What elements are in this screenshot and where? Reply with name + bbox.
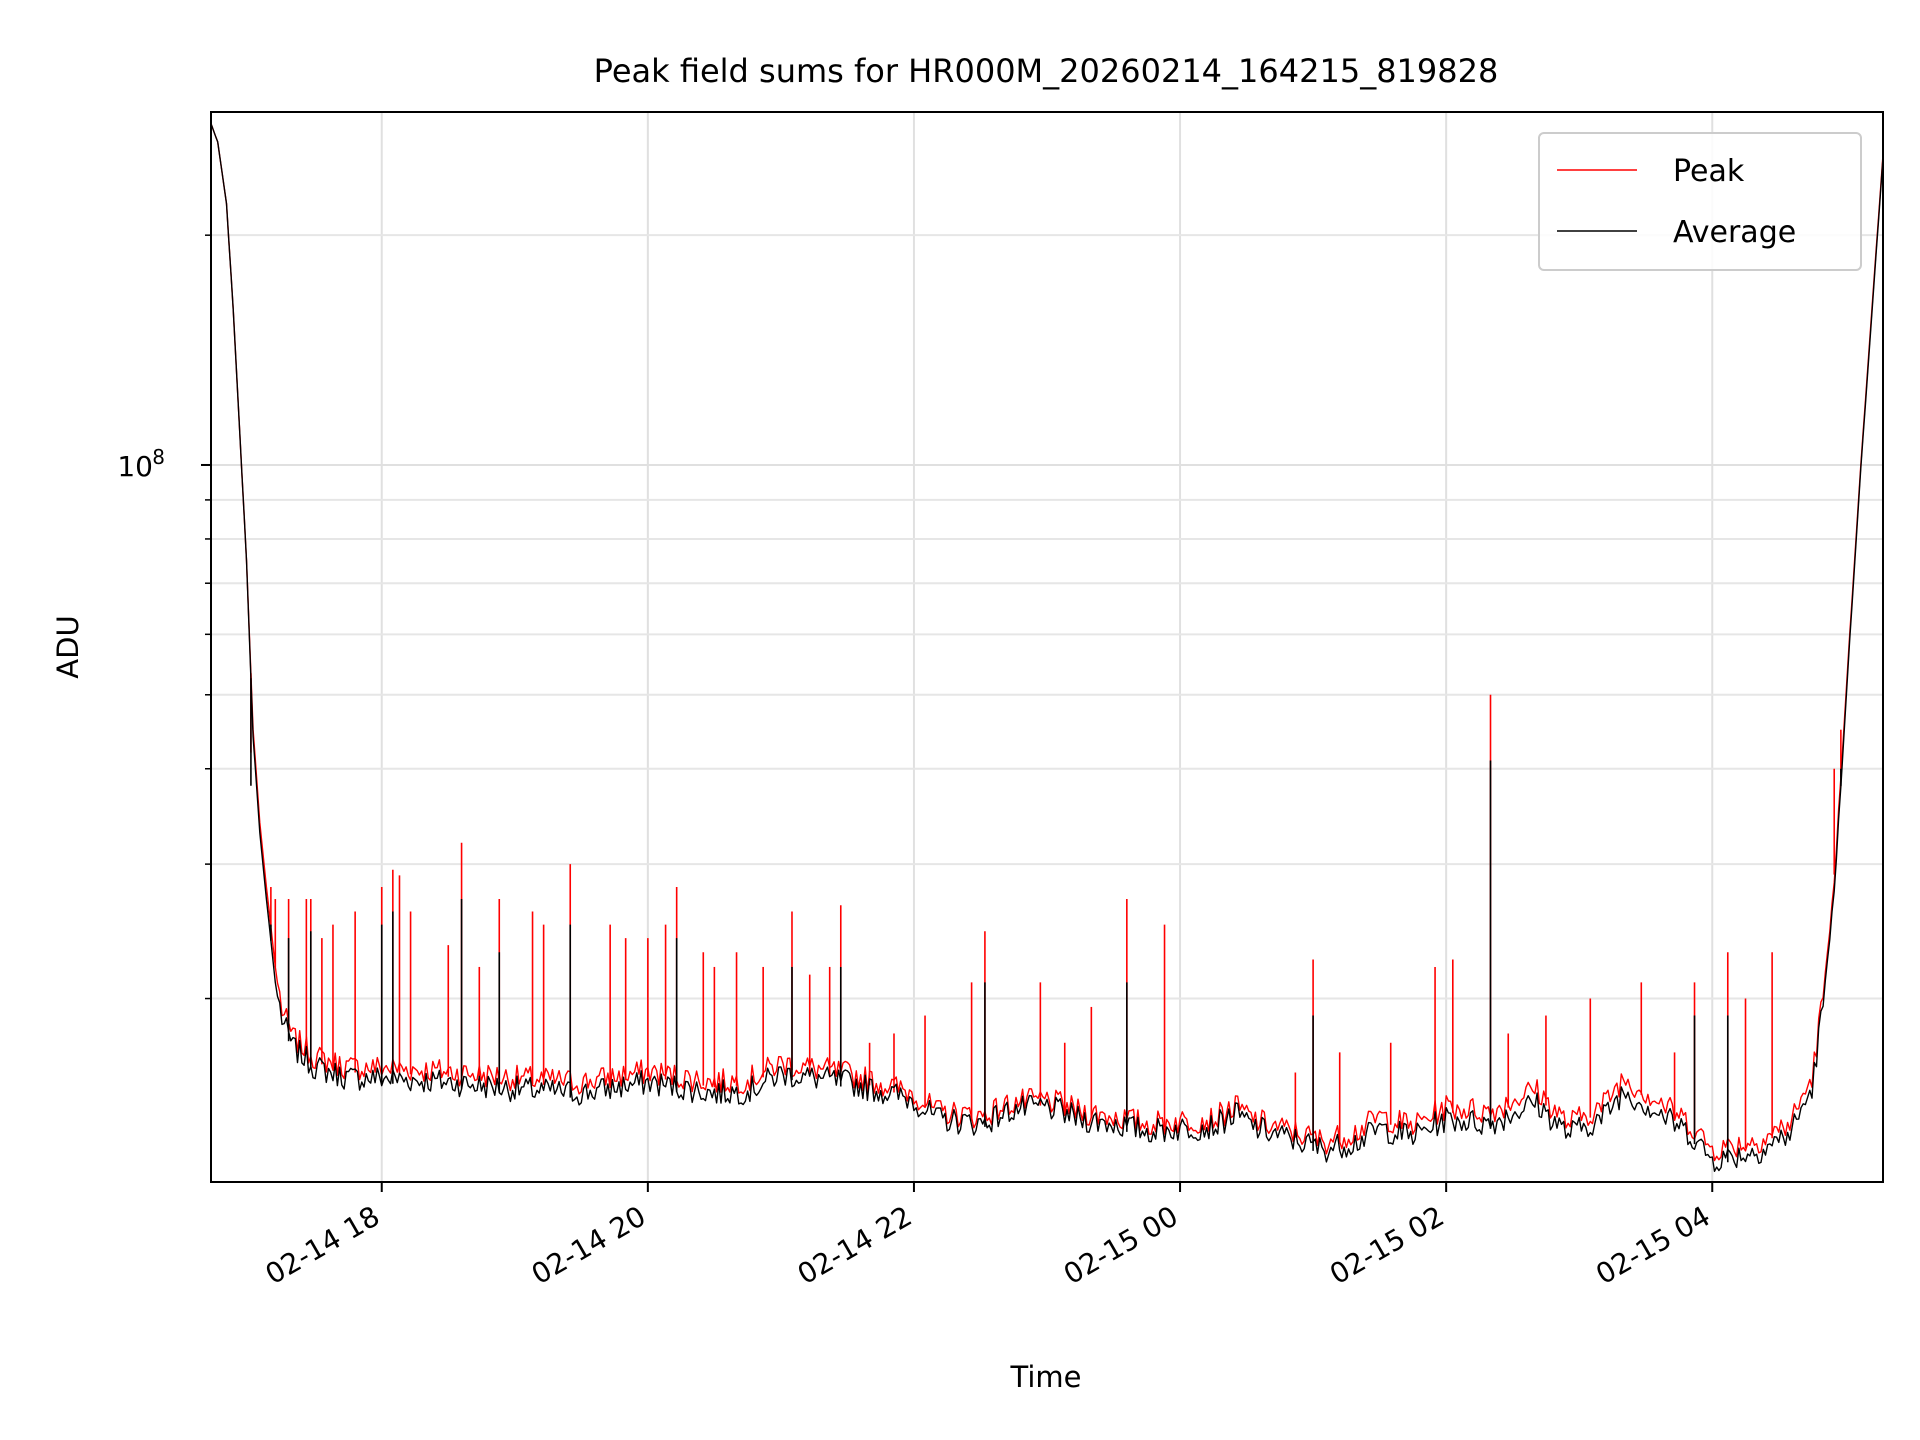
- y-axis-ticks: 10 8: [117, 234, 211, 1000]
- plot-area: [210, 123, 1884, 1173]
- y-tick-label-base: 10: [117, 450, 153, 483]
- series-average: [210, 123, 1884, 1173]
- legend-box: [1538, 132, 1862, 271]
- legend-label-average: Average: [1673, 215, 1796, 250]
- y-tick-label: 10: [117, 450, 153, 483]
- legend: Peak Average: [1538, 132, 1862, 271]
- series-line-average: [210, 123, 1884, 1173]
- x-axis-label: Time: [1010, 1360, 1082, 1394]
- y-tick-label-exponent: 8: [152, 445, 165, 469]
- grid: [211, 112, 1883, 1182]
- legend-label-peak: Peak: [1673, 154, 1745, 189]
- chart-title: Peak field sums for HR000M_20260214_1642…: [594, 52, 1499, 90]
- series-line-peak: [210, 123, 1884, 1162]
- plot-frame: [210, 111, 1884, 1183]
- y-axis-label: ADU: [51, 615, 85, 678]
